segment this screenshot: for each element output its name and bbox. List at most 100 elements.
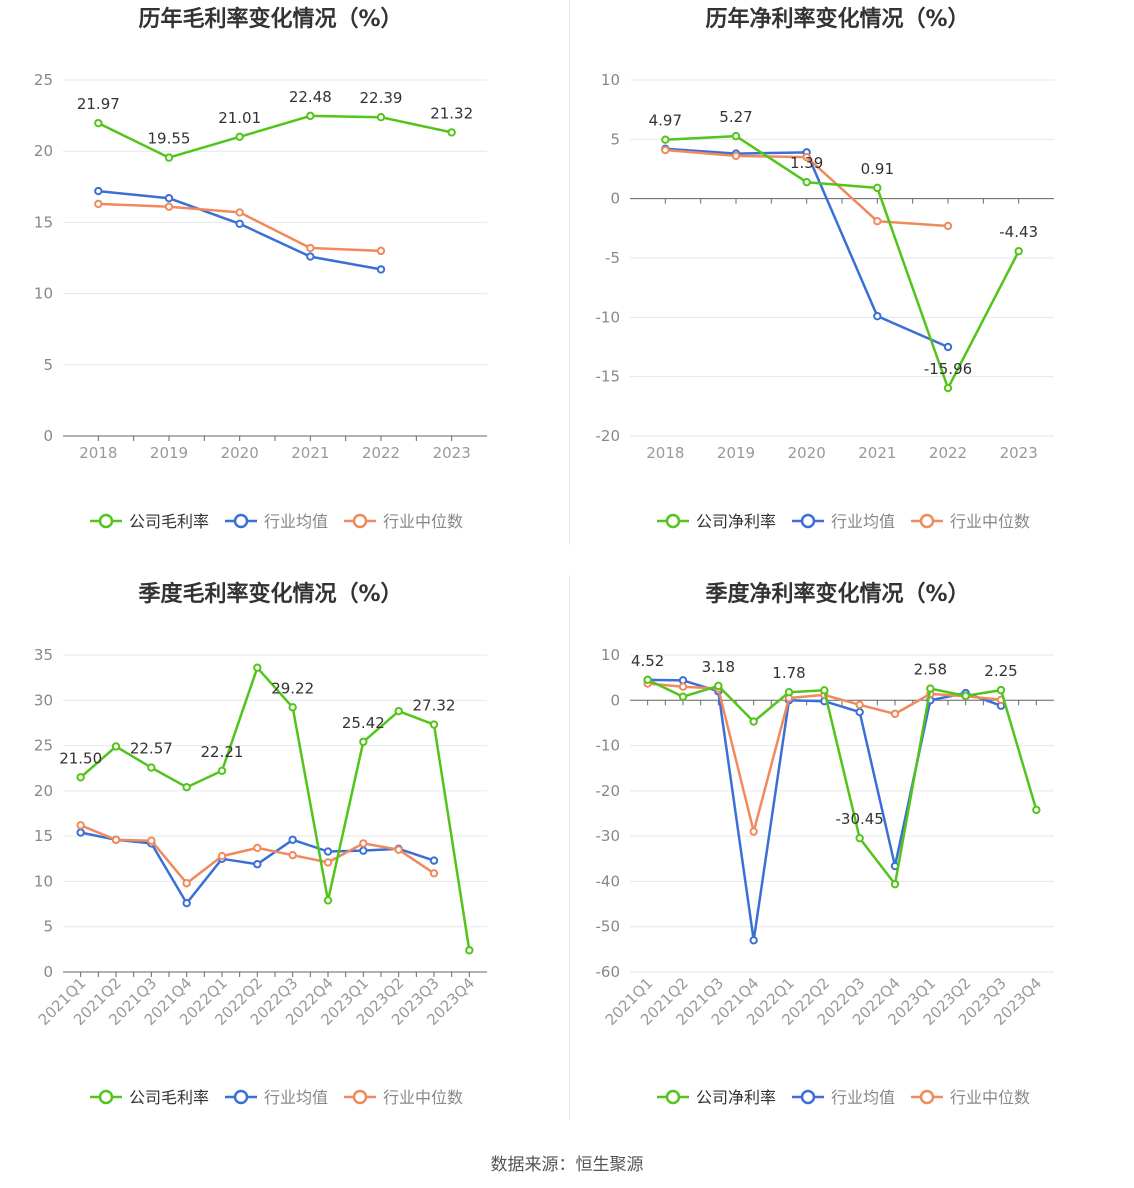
data-point-company[interactable] bbox=[465, 946, 474, 955]
legend-item-median[interactable]: 行业中位数 bbox=[950, 512, 1030, 531]
x-tick-label: 2019 bbox=[717, 444, 755, 462]
legend-item-avg[interactable]: 行业均值 bbox=[264, 512, 328, 531]
data-point-median[interactable] bbox=[111, 835, 121, 844]
data-point-company[interactable] bbox=[926, 684, 935, 693]
y-tick-label: 10 bbox=[34, 872, 53, 890]
data-point-company[interactable] bbox=[873, 183, 882, 193]
data-point-company[interactable] bbox=[217, 766, 227, 776]
data-point-company[interactable] bbox=[943, 383, 953, 393]
data-point-company[interactable] bbox=[661, 135, 670, 144]
data-point-avg[interactable] bbox=[429, 856, 439, 865]
chart-title: 季度净利率变化情况（%） bbox=[705, 581, 969, 607]
data-point-company[interactable] bbox=[447, 128, 456, 137]
data-point-company[interactable] bbox=[961, 691, 970, 700]
data-point-company[interactable] bbox=[714, 681, 723, 691]
series-line-median bbox=[80, 824, 435, 885]
data-point-median[interactable] bbox=[323, 858, 333, 867]
x-tick-label: 2021 bbox=[291, 444, 329, 462]
data-point-avg[interactable] bbox=[182, 898, 191, 908]
data-point-company[interactable] bbox=[111, 742, 121, 751]
data-point-avg[interactable] bbox=[235, 219, 244, 229]
data-point-company[interactable] bbox=[678, 692, 688, 701]
data-point-avg[interactable] bbox=[76, 828, 85, 837]
data-point-company[interactable] bbox=[359, 737, 368, 746]
data-point-median[interactable] bbox=[394, 845, 403, 854]
legend-item-company[interactable]: 公司净利率 bbox=[696, 1088, 776, 1107]
data-point-avg[interactable] bbox=[164, 193, 174, 203]
data-point-median[interactable] bbox=[678, 682, 688, 691]
data-point-median[interactable] bbox=[731, 151, 741, 161]
data-point-company[interactable] bbox=[1014, 247, 1023, 256]
data-point-median[interactable] bbox=[855, 700, 864, 710]
data-point-company[interactable] bbox=[429, 720, 439, 729]
data-point-median[interactable] bbox=[288, 850, 297, 860]
legend-item-avg[interactable]: 行业均值 bbox=[831, 512, 895, 531]
data-point-company[interactable] bbox=[820, 686, 829, 695]
data-point-avg[interactable] bbox=[749, 936, 758, 945]
data-point-median[interactable] bbox=[943, 221, 953, 231]
series-line-company bbox=[97, 114, 452, 159]
data-point-median[interactable] bbox=[376, 246, 386, 256]
data-point-company[interactable] bbox=[306, 111, 315, 121]
y-tick-label: -5 bbox=[605, 249, 620, 267]
data-point-company[interactable] bbox=[731, 131, 741, 141]
legend-item-median[interactable]: 行业中位数 bbox=[383, 512, 463, 531]
data-point-avg[interactable] bbox=[376, 265, 386, 274]
data-point-median[interactable] bbox=[94, 199, 103, 209]
data-point-avg[interactable] bbox=[288, 835, 297, 844]
data-point-median[interactable] bbox=[217, 851, 227, 861]
data-point-avg[interactable] bbox=[253, 860, 262, 869]
chart-svg: 季度毛利率变化情况（%）051015202530352021Q12021Q220… bbox=[34, 581, 487, 1107]
data-point-avg[interactable] bbox=[359, 846, 368, 855]
data-point-median[interactable] bbox=[76, 821, 85, 830]
data-point-company[interactable] bbox=[802, 177, 811, 187]
data-point-company[interactable] bbox=[182, 783, 191, 792]
data-point-company[interactable] bbox=[643, 675, 652, 685]
data-point-median[interactable] bbox=[235, 208, 244, 217]
legend-item-company[interactable]: 公司毛利率 bbox=[129, 1088, 209, 1107]
data-point-median[interactable] bbox=[802, 152, 811, 162]
chart-quarterly-gross-margin: 季度毛利率变化情况（%） 0 5 10 15 20 25 30 35 2021Q1 2021Q2 20… bbox=[0, 575, 567, 1150]
data-point-company[interactable] bbox=[855, 833, 864, 843]
data-point-median[interactable] bbox=[661, 145, 670, 155]
data-point-median[interactable] bbox=[873, 217, 882, 226]
data-point-median[interactable] bbox=[253, 843, 262, 853]
data-point-company[interactable] bbox=[253, 663, 262, 672]
data-point-company[interactable] bbox=[1032, 805, 1041, 815]
data-label: 5.27 bbox=[719, 108, 752, 126]
data-point-median[interactable] bbox=[182, 879, 191, 888]
data-point-company[interactable] bbox=[76, 773, 85, 782]
data-point-company[interactable] bbox=[323, 896, 333, 905]
data-point-company[interactable] bbox=[890, 879, 900, 889]
data-point-avg[interactable] bbox=[855, 707, 864, 717]
data-point-median[interactable] bbox=[306, 243, 315, 253]
data-point-avg[interactable] bbox=[943, 342, 953, 352]
data-point-company[interactable] bbox=[784, 688, 794, 697]
data-point-company[interactable] bbox=[394, 706, 403, 716]
data-point-company[interactable] bbox=[376, 112, 386, 122]
data-point-median[interactable] bbox=[429, 869, 439, 878]
series-line-company bbox=[665, 134, 1020, 390]
legend-item-avg[interactable]: 行业均值 bbox=[831, 1088, 895, 1107]
data-point-company[interactable] bbox=[288, 703, 297, 712]
data-point-avg[interactable] bbox=[306, 252, 315, 261]
legend-item-company[interactable]: 公司净利率 bbox=[696, 512, 776, 531]
data-point-median[interactable] bbox=[147, 836, 156, 845]
data-point-median[interactable] bbox=[359, 839, 368, 848]
data-point-company[interactable] bbox=[996, 685, 1006, 695]
data-point-median[interactable] bbox=[749, 827, 758, 836]
data-point-company[interactable] bbox=[235, 132, 244, 142]
data-point-company[interactable] bbox=[164, 153, 174, 162]
data-point-company[interactable] bbox=[147, 763, 156, 772]
data-point-median[interactable] bbox=[890, 709, 900, 719]
data-point-median[interactable] bbox=[164, 202, 174, 211]
data-point-company[interactable] bbox=[94, 118, 103, 128]
data-point-avg[interactable] bbox=[873, 311, 882, 321]
legend-item-median[interactable]: 行业中位数 bbox=[950, 1088, 1030, 1107]
legend-item-avg[interactable]: 行业均值 bbox=[264, 1088, 328, 1107]
data-point-avg[interactable] bbox=[94, 186, 103, 196]
data-point-avg[interactable] bbox=[323, 847, 333, 856]
legend-item-company[interactable]: 公司毛利率 bbox=[129, 512, 209, 531]
legend-item-median[interactable]: 行业中位数 bbox=[383, 1088, 463, 1107]
data-point-company[interactable] bbox=[749, 717, 758, 726]
